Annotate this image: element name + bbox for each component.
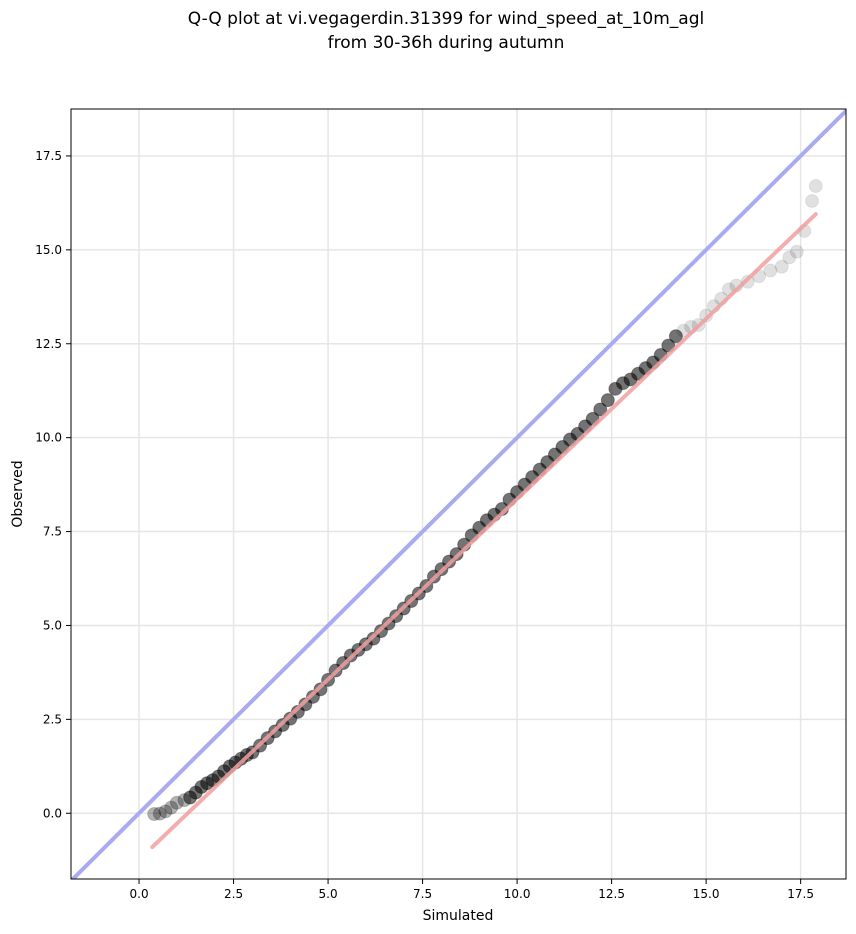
data-point xyxy=(158,804,173,819)
data-point xyxy=(164,800,179,815)
data-point xyxy=(782,250,797,265)
x-tick-label: 5.0 xyxy=(319,887,338,901)
data-point xyxy=(774,259,789,274)
plot-area xyxy=(71,109,846,879)
x-tick-label: 12.5 xyxy=(598,887,625,901)
y-tick-label: 15.0 xyxy=(35,243,62,257)
data-point xyxy=(763,263,778,278)
x-tick-label: 15.0 xyxy=(693,887,720,901)
x-tick-label: 2.5 xyxy=(224,887,243,901)
identity-reference-line xyxy=(71,109,846,879)
y-tick-label: 10.0 xyxy=(35,431,62,445)
data-point xyxy=(699,308,714,323)
x-tick-label: 0.0 xyxy=(130,887,149,901)
data-point xyxy=(169,795,184,810)
chart-title-line-2: from 30-36h during autumn xyxy=(328,33,565,53)
y-tick-label: 17.5 xyxy=(35,149,62,163)
data-point xyxy=(789,244,804,259)
plot-frame xyxy=(70,108,847,880)
y-axis-ticks: 0.0 2.5 5.0 7.5 10.0 12.5 15.0 17.5 xyxy=(35,149,71,820)
x-tick-label: 7.5 xyxy=(413,887,432,901)
y-tick-label: 0.0 xyxy=(43,806,62,820)
x-tick-label: 10.0 xyxy=(504,887,531,901)
data-point xyxy=(152,806,167,821)
y-tick-label: 7.5 xyxy=(43,525,62,539)
data-points xyxy=(147,179,823,822)
chart-title-line-1: Q-Q plot at vi.vegagerdin.31399 for wind… xyxy=(188,9,704,29)
x-tick-label: 17.5 xyxy=(787,887,814,901)
fit-line xyxy=(150,212,818,850)
y-tick-label: 12.5 xyxy=(35,337,62,351)
data-point xyxy=(593,402,608,417)
x-axis-ticks: 0.0 2.5 5.0 7.5 10.0 12.5 15.0 17.5 xyxy=(130,879,814,901)
data-point xyxy=(147,807,162,822)
data-point xyxy=(808,179,823,193)
data-point xyxy=(600,393,615,408)
y-axis-label: Observed xyxy=(10,460,26,527)
x-axis-label: Simulated xyxy=(423,908,494,924)
data-point xyxy=(676,323,691,338)
data-point xyxy=(668,329,683,344)
data-point xyxy=(804,194,819,209)
y-tick-label: 5.0 xyxy=(43,618,62,632)
y-tick-label: 2.5 xyxy=(43,712,62,726)
